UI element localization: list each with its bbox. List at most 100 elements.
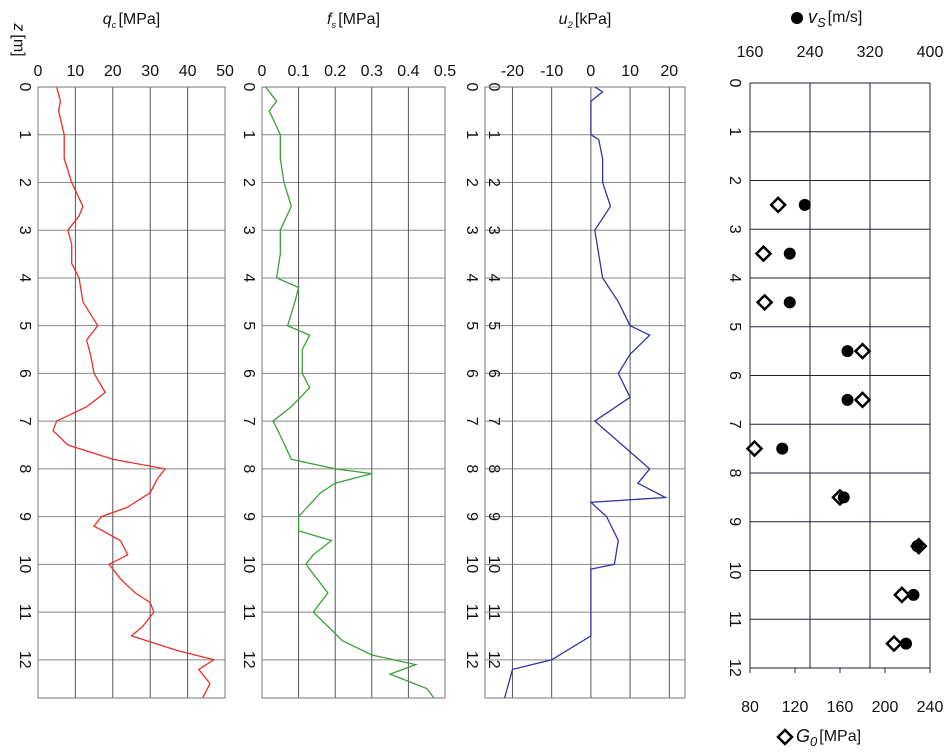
- y-tick-label: 8: [240, 464, 257, 473]
- y-tick-label: 10: [726, 562, 743, 580]
- x-tick-label: -20: [501, 63, 524, 80]
- y-tick-label: 11: [463, 604, 480, 621]
- x-tick-label: 0.3: [361, 63, 383, 80]
- y-tick-label: 6: [16, 369, 33, 378]
- x-tick-label: 240: [797, 44, 824, 61]
- inner-depth-label: 9: [485, 512, 502, 521]
- y-tick-label: 3: [726, 225, 743, 234]
- y-tick-label: 6: [463, 369, 480, 378]
- y-tick-label: 3: [240, 226, 257, 235]
- legend-marker: [791, 12, 803, 24]
- point: [754, 244, 773, 263]
- y-tick-label: 4: [240, 273, 257, 282]
- y-tick-label: 9: [240, 512, 257, 521]
- x2-tick-label: 200: [872, 699, 899, 716]
- y-tick-label: 8: [463, 464, 480, 473]
- x-tick-label: 0: [34, 63, 43, 80]
- axis-title: qc [MPa]: [103, 11, 161, 30]
- axis-title-unit: [kPa]: [575, 11, 611, 28]
- x-tick-label: 0.1: [287, 63, 309, 80]
- y-tick-label: 2: [726, 176, 743, 185]
- x-tick-label: 30: [141, 63, 159, 80]
- y-tick-label: 11: [726, 611, 743, 628]
- y-tick-label: 2: [463, 178, 480, 187]
- axis-title-symbol: f: [327, 11, 333, 28]
- axis-title-subscript: c: [112, 20, 117, 31]
- x-tick-label: 0.2: [324, 63, 346, 80]
- plot-frame: [484, 86, 686, 699]
- y-tick-label: 10: [16, 555, 33, 573]
- inner-depth-label: 7: [485, 417, 502, 426]
- y-axis-title-unit: [m]: [10, 34, 27, 56]
- series-label-unit: [MPa]: [819, 728, 861, 745]
- y-tick-label: 0: [726, 79, 743, 88]
- y-tick-label: 2: [240, 178, 257, 187]
- point: [841, 393, 854, 406]
- y-tick-label: 5: [463, 321, 480, 330]
- x-tick-label: 0: [586, 63, 595, 80]
- inner-depth-label: 4: [485, 273, 502, 282]
- y-tick-label: 4: [16, 273, 33, 282]
- y-tick-label: 0: [16, 83, 33, 92]
- series-label: G0 [MPa]: [796, 726, 861, 750]
- inner-depth-label: 10: [485, 555, 502, 573]
- y-tick-label: 6: [726, 371, 743, 380]
- y-tick-label: 2: [16, 178, 33, 187]
- axis-title-subscript: 2: [567, 20, 574, 31]
- x-tick-label: 20: [104, 63, 122, 80]
- y-tick-label: 9: [16, 512, 33, 521]
- y-tick-label: 9: [463, 512, 480, 521]
- point: [885, 634, 903, 653]
- inner-depth-label: 2: [485, 178, 502, 187]
- inner-depth-label: 6: [485, 369, 502, 378]
- y-tick-label: 12: [16, 651, 33, 669]
- x2-tick-label: 240: [917, 699, 944, 716]
- plot-frame: [261, 86, 446, 699]
- x-tick-label: 160: [737, 44, 764, 61]
- legend-marker: [776, 728, 794, 746]
- point: [745, 439, 764, 458]
- series-label: vS [m/s]: [808, 7, 862, 31]
- point: [798, 198, 811, 211]
- point: [907, 588, 920, 601]
- point: [900, 637, 912, 650]
- y-tick-label: 5: [240, 321, 257, 330]
- x-tick-label: 20: [660, 63, 678, 80]
- x-tick-label: 10: [621, 63, 639, 80]
- y-tick-label: 7: [16, 417, 33, 426]
- y-tick-label: 9: [726, 517, 743, 526]
- y-tick-label: 8: [726, 469, 743, 478]
- point: [837, 491, 850, 504]
- point: [911, 540, 924, 553]
- y-tick-label: 11: [16, 604, 33, 621]
- profile-line: [503, 86, 668, 699]
- point: [853, 391, 872, 409]
- y-tick-label: 7: [726, 420, 743, 429]
- axis-title-unit: [MPa]: [338, 11, 380, 28]
- series-label-unit: [m/s]: [828, 9, 863, 26]
- inner-depth-label: 11: [485, 604, 502, 621]
- point: [776, 442, 789, 455]
- point: [853, 342, 872, 360]
- axis-title-symbol: q: [103, 11, 112, 28]
- point: [893, 586, 911, 604]
- inner-depth-label: 1: [485, 130, 502, 139]
- y-tick-label: 4: [726, 274, 743, 283]
- inner-depth-label: 12: [485, 651, 502, 669]
- y-tick-label: 12: [463, 651, 480, 669]
- y-tick-label: 0: [463, 83, 480, 92]
- y-tick-label: 10: [463, 555, 480, 573]
- profile-line: [265, 86, 435, 699]
- y-tick-label: 8: [16, 464, 33, 473]
- axis-title-subscript: s: [331, 20, 336, 31]
- y-tick-label: 1: [726, 127, 743, 136]
- profile-line: [52, 86, 216, 699]
- series-label-subscript: S: [817, 15, 826, 30]
- y-tick-label: 6: [240, 369, 257, 378]
- series-label-symbol: G: [796, 726, 810, 746]
- x-tick-label: 50: [216, 63, 234, 80]
- y-tick-label: 1: [463, 130, 480, 139]
- axis-title-unit: [MPa]: [118, 11, 160, 28]
- point: [769, 196, 787, 214]
- x-tick-label: 400: [917, 44, 944, 61]
